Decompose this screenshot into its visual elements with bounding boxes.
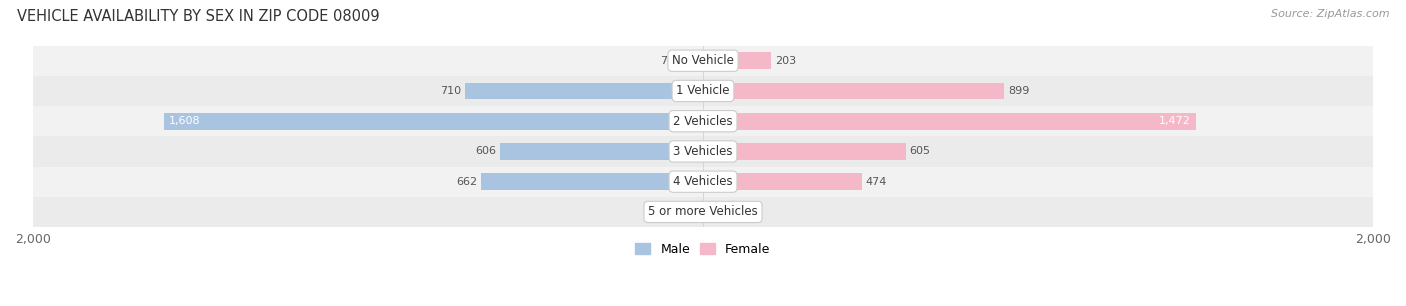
- Text: 74: 74: [659, 56, 675, 66]
- Bar: [703, 143, 905, 160]
- Bar: [32, 197, 1374, 227]
- Bar: [165, 113, 703, 129]
- Text: 5 or more Vehicles: 5 or more Vehicles: [648, 205, 758, 218]
- Bar: [32, 136, 1374, 166]
- Bar: [465, 83, 703, 99]
- Bar: [703, 113, 1197, 129]
- Text: Source: ZipAtlas.com: Source: ZipAtlas.com: [1271, 9, 1389, 19]
- Text: 203: 203: [775, 56, 796, 66]
- Bar: [703, 83, 1004, 99]
- Bar: [676, 203, 703, 220]
- Legend: Male, Female: Male, Female: [630, 238, 776, 261]
- Bar: [501, 143, 703, 160]
- Bar: [32, 46, 1374, 76]
- Bar: [703, 174, 862, 190]
- Text: 50: 50: [724, 207, 738, 217]
- Bar: [703, 52, 770, 69]
- Text: 2 Vehicles: 2 Vehicles: [673, 115, 733, 128]
- Text: 81: 81: [658, 207, 672, 217]
- Bar: [32, 76, 1374, 106]
- Text: 662: 662: [456, 177, 477, 187]
- Text: 606: 606: [475, 147, 496, 156]
- Text: 1,472: 1,472: [1160, 116, 1191, 126]
- Text: 3 Vehicles: 3 Vehicles: [673, 145, 733, 158]
- Text: 605: 605: [910, 147, 931, 156]
- Bar: [32, 166, 1374, 197]
- Text: VEHICLE AVAILABILITY BY SEX IN ZIP CODE 08009: VEHICLE AVAILABILITY BY SEX IN ZIP CODE …: [17, 9, 380, 24]
- Text: 899: 899: [1008, 86, 1029, 96]
- Text: 4 Vehicles: 4 Vehicles: [673, 175, 733, 188]
- Bar: [678, 52, 703, 69]
- Bar: [481, 174, 703, 190]
- Text: 1 Vehicle: 1 Vehicle: [676, 84, 730, 98]
- Text: No Vehicle: No Vehicle: [672, 54, 734, 67]
- Bar: [32, 106, 1374, 136]
- Text: 474: 474: [866, 177, 887, 187]
- Text: 710: 710: [440, 86, 461, 96]
- Text: 1,608: 1,608: [169, 116, 201, 126]
- Bar: [703, 203, 720, 220]
